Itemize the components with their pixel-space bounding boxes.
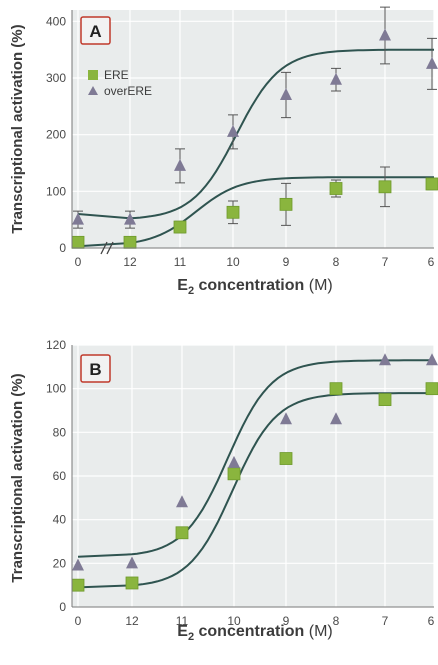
panel-b-tag: B bbox=[80, 354, 111, 383]
x-tick-label: 12 bbox=[123, 255, 137, 269]
data-point-square bbox=[279, 452, 293, 465]
panel-b-tag-label: B bbox=[89, 360, 101, 379]
y-tick-label: 200 bbox=[46, 128, 66, 142]
data-point-square bbox=[123, 235, 137, 249]
data-point-square bbox=[125, 576, 139, 590]
panel-a-plot-area bbox=[72, 10, 434, 248]
data-point-triangle bbox=[426, 56, 438, 69]
data-point-square bbox=[425, 382, 438, 396]
panel-a-x-axis-title: E2 concentration (M) bbox=[177, 277, 332, 297]
panel-a-legend: ERE overERE bbox=[88, 68, 152, 98]
data-point-triangle bbox=[126, 556, 138, 569]
legend-label-ere: ERE bbox=[104, 68, 129, 82]
data-point-triangle bbox=[176, 495, 188, 508]
data-point-square bbox=[425, 177, 438, 191]
x-tick-label: 0 bbox=[75, 614, 82, 628]
data-point-triangle bbox=[379, 28, 391, 41]
panel-a-y-axis-title: Transcriptional activation (%) bbox=[9, 24, 26, 233]
legend-square-icon bbox=[88, 70, 98, 80]
x-tick-label: 11 bbox=[174, 255, 187, 269]
panel-a-tag-label: A bbox=[89, 22, 101, 41]
y-tick-label: 300 bbox=[46, 71, 66, 85]
y-tick-label: 400 bbox=[46, 14, 66, 28]
panel-b-y-axis-title: Transcriptional activation (%) bbox=[9, 373, 26, 582]
panel-a-tag-box bbox=[80, 16, 111, 45]
data-point-triangle bbox=[330, 72, 342, 85]
data-point-square bbox=[329, 382, 343, 396]
panel-b: 0 20 40 60 80 100 120 0 12 11 10 9 8 7 6 B Transcripti… bbox=[9, 338, 438, 643]
data-point-square bbox=[173, 220, 187, 234]
panel-b-ticks: 0 20 40 60 80 100 120 0 12 11 10 9 8 7 6 bbox=[46, 338, 435, 628]
panel-b-data-marks bbox=[71, 353, 438, 592]
x-tick-label: 9 bbox=[283, 614, 290, 628]
y-tick-label: 40 bbox=[53, 513, 67, 527]
y-tick-label: 0 bbox=[59, 241, 66, 255]
data-point-triangle bbox=[379, 353, 391, 366]
y-tick-label: 20 bbox=[53, 556, 67, 570]
y-tick-label: 120 bbox=[46, 338, 66, 352]
data-point-triangle bbox=[72, 558, 84, 571]
axis-break-mark bbox=[100, 241, 108, 255]
x-tick-label: 7 bbox=[382, 255, 389, 269]
data-point-triangle bbox=[227, 124, 239, 137]
x-tick-label: 7 bbox=[382, 614, 389, 628]
x-tick-label: 10 bbox=[226, 255, 240, 269]
x-tick-label: 9 bbox=[283, 255, 290, 269]
x-tick-label: 6 bbox=[428, 255, 435, 269]
panel-b-x-axis-title: E2 concentration (M) bbox=[177, 623, 332, 643]
y-tick-label: 100 bbox=[46, 184, 66, 198]
data-point-triangle bbox=[330, 412, 342, 425]
data-point-triangle bbox=[124, 212, 136, 225]
data-point-square bbox=[279, 197, 293, 211]
data-point-triangle bbox=[72, 212, 84, 225]
panel-b-tag-box bbox=[80, 354, 111, 383]
data-point-square bbox=[71, 235, 85, 249]
data-point-triangle bbox=[426, 353, 438, 366]
y-tick-label: 80 bbox=[53, 425, 67, 439]
data-point-triangle bbox=[228, 455, 240, 468]
x-tick-label: 8 bbox=[333, 614, 340, 628]
data-point-square bbox=[71, 578, 85, 592]
data-point-square bbox=[226, 205, 240, 219]
y-tick-label: 60 bbox=[53, 469, 67, 483]
data-point-square bbox=[378, 180, 392, 194]
data-point-triangle bbox=[174, 158, 186, 171]
x-tick-label: 12 bbox=[125, 614, 139, 628]
panel-a: 0 100 200 300 400 0 12 11 10 9 8 7 6 A ERE overERE T… bbox=[9, 6, 438, 297]
x-tick-label: 10 bbox=[227, 614, 241, 628]
data-point-square bbox=[175, 526, 189, 540]
x-tick-label: 8 bbox=[333, 255, 340, 269]
x-tick-label: 6 bbox=[428, 614, 435, 628]
x-tick-label: 0 bbox=[75, 255, 82, 269]
data-point-square bbox=[378, 393, 392, 406]
data-point-square bbox=[329, 182, 343, 195]
panel-a-tag: A bbox=[80, 16, 111, 45]
y-tick-label: 100 bbox=[46, 382, 66, 396]
y-tick-label: 0 bbox=[59, 600, 66, 614]
data-point-triangle bbox=[280, 412, 292, 425]
data-point-square bbox=[227, 467, 241, 481]
x-tick-label: 11 bbox=[176, 614, 189, 628]
panel-a-ticks: 0 100 200 300 400 0 12 11 10 9 8 7 6 bbox=[46, 10, 435, 269]
fit-curve-overere bbox=[77, 48, 434, 220]
data-point-triangle bbox=[280, 88, 292, 100]
legend-label-overere: overERE bbox=[104, 84, 152, 98]
legend-triangle-icon bbox=[88, 86, 98, 95]
axis-break-mark bbox=[106, 241, 114, 255]
